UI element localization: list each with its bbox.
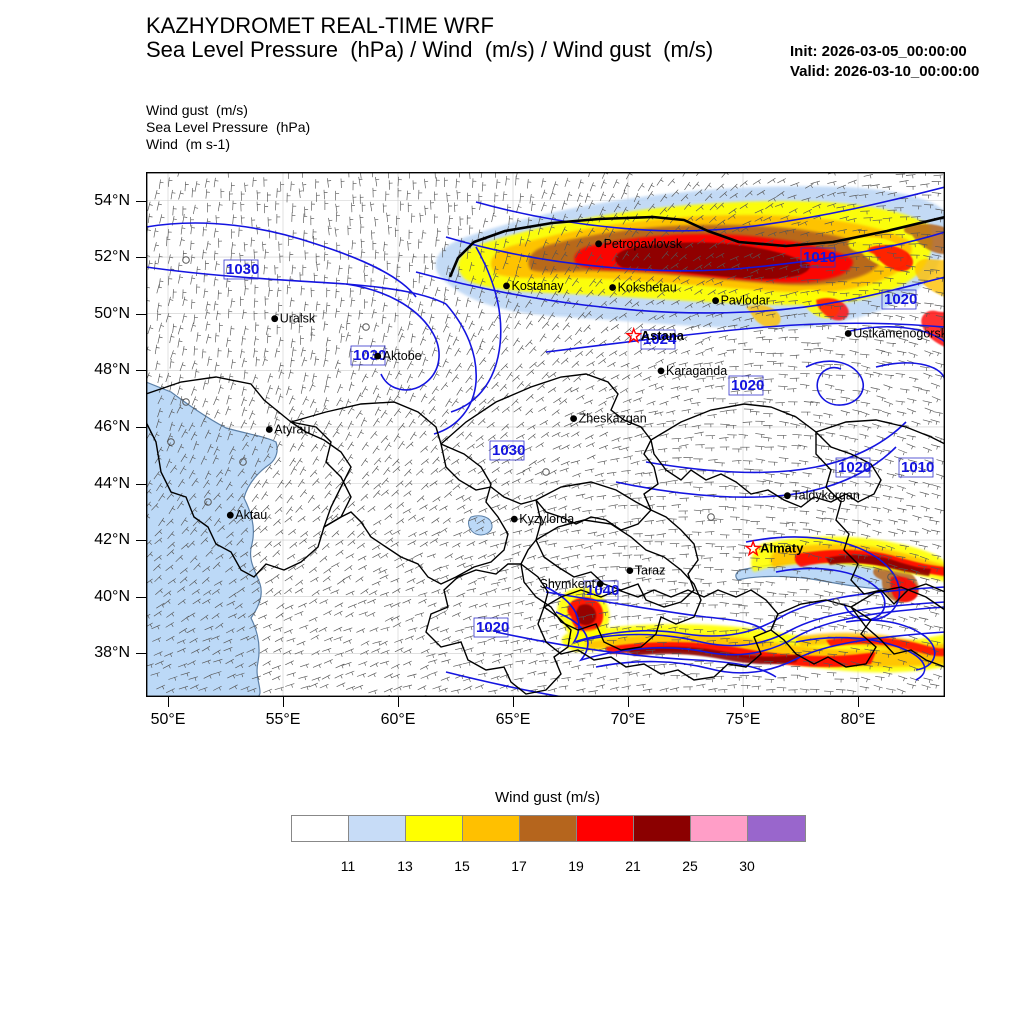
svg-text:Uralsk: Uralsk xyxy=(280,312,316,326)
svg-text:1030: 1030 xyxy=(226,261,259,278)
svg-text:1020: 1020 xyxy=(838,459,871,476)
svg-text:Kokshetau: Kokshetau xyxy=(618,281,677,295)
svg-text:1020: 1020 xyxy=(476,619,509,636)
svg-text:Kostanay: Kostanay xyxy=(512,279,565,293)
svg-text:1030: 1030 xyxy=(353,347,386,364)
svg-text:Aktobe: Aktobe xyxy=(383,349,422,363)
svg-text:Atyrau: Atyrau xyxy=(274,423,310,437)
svg-text:Almaty: Almaty xyxy=(760,541,804,556)
svg-text:Ustkamenogorsk: Ustkamenogorsk xyxy=(853,327,945,341)
svg-text:Aktau: Aktau xyxy=(235,508,267,522)
svg-text:Petropavlovsk: Petropavlovsk xyxy=(604,237,683,251)
svg-text:Karaganda: Karaganda xyxy=(666,364,727,378)
svg-text:1020: 1020 xyxy=(731,377,764,394)
svg-text:1010: 1010 xyxy=(803,249,836,266)
svg-text:Zheskazgan: Zheskazgan xyxy=(579,412,647,426)
svg-text:Pavlodar: Pavlodar xyxy=(721,294,770,308)
svg-text:1010: 1010 xyxy=(901,459,934,476)
svg-text:1030: 1030 xyxy=(492,442,525,459)
svg-text:1020: 1020 xyxy=(884,291,917,308)
svg-text:Kyzylorda: Kyzylorda xyxy=(519,512,574,526)
svg-text:Shymkent: Shymkent xyxy=(540,577,596,591)
svg-text:Taraz: Taraz xyxy=(635,564,666,578)
svg-text:Astana: Astana xyxy=(641,328,685,343)
svg-text:Taldykorgan: Taldykorgan xyxy=(792,489,859,503)
